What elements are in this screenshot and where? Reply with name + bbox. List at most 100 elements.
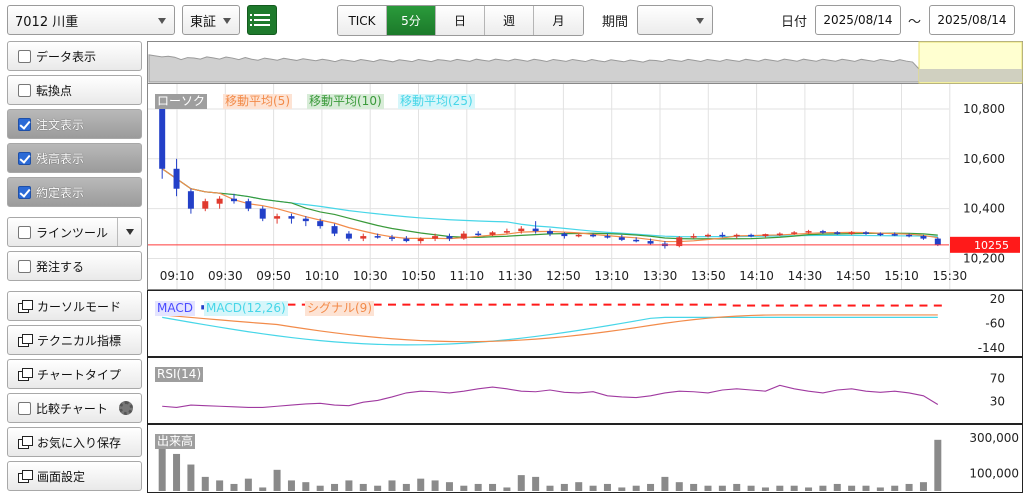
volume-bar bbox=[819, 485, 827, 491]
x-tick-label: 13:10 bbox=[594, 269, 629, 283]
candle-body bbox=[331, 226, 338, 234]
volume-y-tick: 300,000 bbox=[969, 431, 1019, 445]
macd-histogram-bar bbox=[847, 304, 856, 307]
x-tick-label: 11:30 bbox=[498, 269, 533, 283]
symbol-label: 7012 川重 bbox=[15, 14, 79, 30]
x-tick-label: 15:30 bbox=[933, 269, 968, 283]
volume-bar bbox=[632, 485, 640, 491]
candle-body bbox=[647, 241, 654, 244]
window-icon bbox=[18, 368, 33, 381]
candle-body bbox=[877, 233, 884, 236]
volume-bar bbox=[503, 487, 511, 491]
sidebar-item-label: チャートタイプ bbox=[37, 367, 121, 382]
volume-bar bbox=[302, 482, 310, 491]
date-from-input[interactable]: 2025/08/14 bbox=[815, 5, 901, 35]
last-price-label: 10255 bbox=[974, 239, 1009, 252]
candle-body bbox=[719, 234, 726, 237]
signal-line bbox=[162, 314, 938, 343]
candle-body bbox=[259, 208, 266, 219]
candle-body bbox=[216, 198, 223, 204]
checkbox-icon[interactable] bbox=[18, 49, 31, 63]
sidebar-item-data-display[interactable]: データ表示 bbox=[7, 41, 142, 71]
sidebar-item-turning-point[interactable]: 転換点 bbox=[7, 75, 142, 105]
candle-body bbox=[345, 233, 352, 239]
tab-month[interactable]: 月 bbox=[534, 6, 583, 35]
volume-bar bbox=[833, 483, 841, 491]
volume-bar bbox=[287, 480, 295, 491]
market-select[interactable]: 東証 bbox=[182, 5, 240, 35]
chevron-down-icon[interactable] bbox=[117, 218, 141, 246]
macd-histogram-bar bbox=[459, 303, 468, 306]
sidebar-item-screen-settings[interactable]: 画面設定 bbox=[7, 461, 142, 491]
checkbox-icon[interactable] bbox=[18, 401, 31, 415]
sidebar-item-place-order[interactable]: 発注する bbox=[7, 251, 142, 281]
sidebar-item-label: 約定表示 bbox=[36, 185, 85, 200]
volume-bar bbox=[273, 469, 281, 491]
sidebar-item-label: 画面設定 bbox=[37, 469, 86, 484]
volume-bar bbox=[532, 476, 540, 491]
tab-tick[interactable]: TICK bbox=[338, 6, 387, 35]
navigator-window-area bbox=[919, 69, 1022, 82]
volume-bar bbox=[546, 485, 554, 491]
tab-week[interactable]: 週 bbox=[485, 6, 534, 35]
volume-bar bbox=[761, 487, 769, 491]
volume-bar bbox=[790, 485, 798, 491]
macd-histogram-bar bbox=[488, 303, 497, 306]
volume-bar bbox=[201, 476, 209, 491]
checkbox-icon[interactable] bbox=[18, 225, 31, 239]
checkbox-checked-icon[interactable] bbox=[18, 185, 31, 199]
volume-bar bbox=[747, 485, 755, 491]
x-tick-label: 10:30 bbox=[353, 269, 388, 283]
market-label: 東証 bbox=[190, 14, 217, 30]
volume-bar bbox=[388, 480, 396, 491]
gear-icon[interactable] bbox=[119, 401, 133, 415]
candle-body bbox=[561, 233, 568, 237]
tab-5min[interactable]: 5分 bbox=[387, 6, 436, 35]
volume-bar bbox=[374, 485, 382, 491]
checkbox-icon[interactable] bbox=[18, 83, 31, 97]
candle-body bbox=[690, 236, 697, 238]
macd-histogram-bar bbox=[546, 303, 554, 306]
candle-body bbox=[791, 232, 798, 234]
x-tick-label: 14:10 bbox=[739, 269, 774, 283]
macd-histogram-bar bbox=[574, 303, 583, 306]
candle-body bbox=[575, 234, 582, 237]
sidebar-item-execution-display[interactable]: 約定表示 bbox=[7, 177, 142, 207]
volume-bar bbox=[474, 483, 482, 491]
macd-histogram-bar bbox=[833, 304, 842, 307]
sidebar-item-label: 注文表示 bbox=[36, 117, 85, 132]
checkbox-checked-icon[interactable] bbox=[18, 117, 31, 131]
sidebar-item-chart-type[interactable]: チャートタイプ bbox=[7, 359, 142, 389]
sidebar-item-order-display[interactable]: 注文表示 bbox=[7, 109, 142, 139]
sidebar-item-cursor-mode[interactable]: カーソルモード bbox=[7, 291, 142, 321]
volume-y-tick: 100,000 bbox=[969, 466, 1019, 480]
list-view-button[interactable] bbox=[247, 5, 277, 35]
sidebar-item-compare-chart[interactable]: 比較チャート bbox=[7, 393, 142, 423]
macd-y-tick: 20 bbox=[990, 292, 1005, 306]
sidebar-item-technical-indicators[interactable]: テクニカル指標 bbox=[7, 325, 142, 355]
volume-bar bbox=[805, 487, 813, 491]
date-to-input[interactable]: 2025/08/14 bbox=[929, 5, 1015, 35]
chart-area[interactable]: 09:10 09:30 09:50 10:10 10:30 10:50 11:10 11:30… bbox=[147, 39, 1024, 493]
macd-histogram-bar bbox=[862, 304, 870, 307]
candle-body bbox=[518, 228, 525, 232]
tab-day[interactable]: 日 bbox=[436, 6, 485, 35]
checkbox-checked-icon[interactable] bbox=[18, 151, 31, 165]
checkbox-icon[interactable] bbox=[18, 259, 31, 273]
candle-body bbox=[489, 232, 496, 235]
period-select[interactable] bbox=[637, 5, 713, 35]
candle-body bbox=[733, 234, 740, 237]
legend-ma5: 移動平均(5) bbox=[223, 94, 292, 109]
volume-bar bbox=[230, 483, 238, 491]
macd-histogram-bar bbox=[761, 304, 770, 307]
price-panel bbox=[147, 83, 1023, 290]
symbol-select[interactable]: 7012 川重 bbox=[7, 5, 175, 35]
sidebar-item-line-tool[interactable]: ラインツール bbox=[7, 217, 142, 247]
chart-canvas[interactable]: 09:10 09:30 09:50 10:10 10:30 10:50 11:10 11:30… bbox=[147, 39, 1024, 493]
sidebar-item-label: 転換点 bbox=[36, 83, 73, 98]
sidebar-item-save-favorite[interactable]: お気に入り保存 bbox=[7, 427, 142, 457]
macd-histogram-bar bbox=[402, 303, 411, 306]
macd-histogram-bar bbox=[388, 303, 396, 306]
volume-bar bbox=[345, 480, 353, 491]
sidebar-item-balance-display[interactable]: 残高表示 bbox=[7, 143, 142, 173]
